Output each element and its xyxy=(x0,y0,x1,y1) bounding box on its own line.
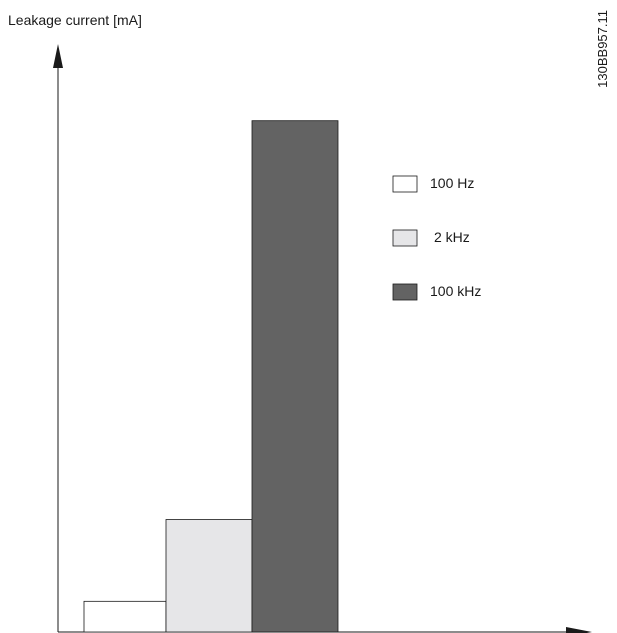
y-axis-arrow-icon xyxy=(53,44,63,68)
bars xyxy=(83,120,339,633)
bar-2-khz xyxy=(165,519,253,633)
legend-label-100-khz: 100 kHz xyxy=(430,283,482,299)
x-axis-arrow-icon xyxy=(566,627,592,633)
y-axis-label: Leakage current [mA] xyxy=(8,12,142,28)
legend-swatch-100-hz xyxy=(392,175,418,193)
bar-100-khz xyxy=(251,120,339,633)
bar-100-hz xyxy=(83,600,167,633)
legend-swatch-2-khz xyxy=(392,229,418,247)
figure-id: 130BB957.11 xyxy=(595,10,610,88)
legend-swatch-100-khz xyxy=(392,283,418,301)
legend-label-2-khz: 2 kHz xyxy=(434,229,470,245)
legend xyxy=(392,175,418,301)
legend-label-100-hz: 100 Hz xyxy=(430,175,475,191)
